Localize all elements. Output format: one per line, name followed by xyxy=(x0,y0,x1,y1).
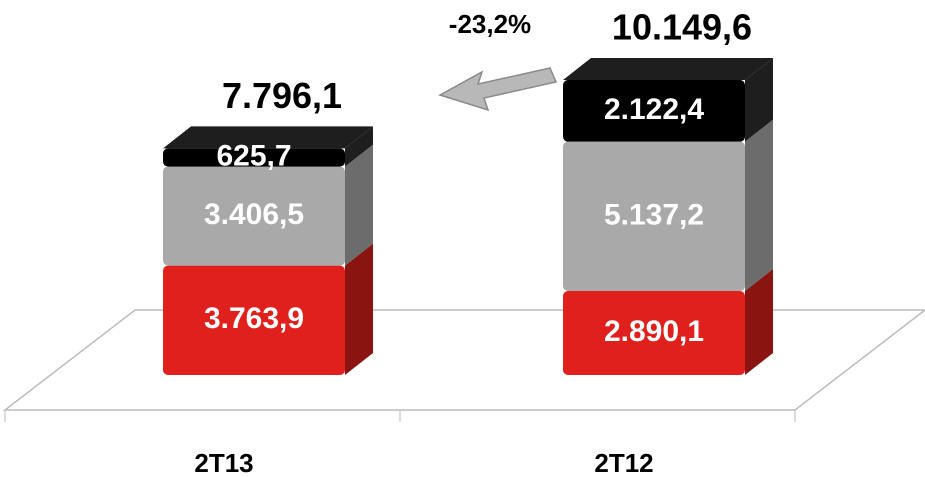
x-tick-label: 2T12 xyxy=(594,448,653,477)
value-label: 3.763,9 xyxy=(204,302,304,335)
value-label: 5.137,2 xyxy=(604,198,704,231)
bar-side xyxy=(745,119,773,291)
total-label: 10.149,6 xyxy=(612,7,752,48)
bar-segment xyxy=(563,79,745,142)
bar-side xyxy=(745,268,773,375)
value-label: 625,7 xyxy=(216,139,291,172)
bar-segment xyxy=(563,141,745,291)
bar-top xyxy=(563,57,773,80)
value-label: 2.122,4 xyxy=(604,93,704,126)
bar-segment xyxy=(163,265,345,375)
value-label: 2.890,1 xyxy=(604,315,704,348)
bar-segment xyxy=(163,148,345,167)
bar-side xyxy=(345,144,373,266)
arrow xyxy=(438,67,558,112)
bar-side xyxy=(345,126,373,167)
bar-segment xyxy=(563,290,745,375)
bar-side xyxy=(745,57,773,142)
annotation: -23,2% xyxy=(449,9,531,39)
x-tick-label: 2T13 xyxy=(194,448,253,477)
bar-top xyxy=(163,126,373,149)
bar-side xyxy=(345,243,373,375)
total-label: 7.796,1 xyxy=(222,75,342,116)
value-label: 3.406,5 xyxy=(204,198,304,231)
floor xyxy=(2,309,925,411)
bar-segment xyxy=(163,166,345,266)
